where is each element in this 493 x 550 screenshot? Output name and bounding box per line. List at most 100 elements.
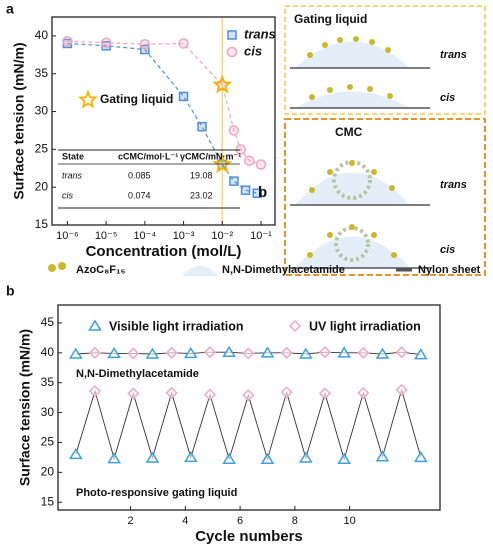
legend-marker [227,30,237,40]
x-tick-label: 10⁻⁵ [95,230,118,242]
data-point [183,450,198,463]
x-axis-label: Cycle numbers [195,528,303,545]
x-tick-label: 10⁻⁶ [56,230,79,242]
table-cell: cis [62,190,73,200]
data-point [318,346,332,359]
fit-curve [67,42,258,194]
legend-marker [78,89,98,109]
data-point [107,452,121,464]
gating-box [284,5,486,115]
table-cell: 23.02 [190,190,213,200]
table-cell: 19.08 [190,170,213,180]
legend-marker [88,319,102,331]
data-point [165,346,178,359]
data-point [229,176,239,186]
data-point [68,347,83,359]
x-tick-label: 8 [292,515,298,527]
y-axis-label: Surface tension (mN/m) [17,329,33,486]
data-point [395,383,408,396]
x-tick-label: 10⁻¹ [250,230,272,242]
data-point [260,346,275,358]
state-label: trans [440,179,467,191]
legend-label: Visible light irradiation [109,319,244,333]
y-tick-label: 30 [41,405,55,419]
table-header: γCMC/mN·m⁻¹ [180,151,241,161]
data-point [242,389,255,402]
cmc-box [284,118,486,276]
data-point [139,38,151,50]
data-point [395,346,408,359]
table-cell: trans [62,170,83,180]
data-point [298,347,313,359]
x-tick-label: 10⁻³ [173,230,195,242]
data-point [178,38,189,49]
data-point [183,346,198,359]
y-axis-label: Surface tension (mN/m) [11,42,27,199]
legend-marker [226,46,238,58]
data-point [62,35,73,47]
data-point [298,451,313,463]
group-label: Photo-responsive gating liquid [76,487,237,499]
data-point [228,125,240,136]
legend-label: trans [244,26,276,41]
y-tick-label: 40 [41,345,55,359]
data-point [145,347,160,359]
data-point [240,185,251,195]
data-point [68,447,83,460]
data-point [235,144,247,155]
table-cell: 0.085 [128,170,151,180]
data-point [318,387,332,400]
x-tick-label: 6 [237,515,243,527]
legend-label: UV light irradiation [309,319,421,333]
data-point [197,121,207,132]
data-point [413,348,428,360]
data-point [244,155,255,166]
data-point [280,346,293,359]
x-tick-label: 10⁻⁴ [133,230,156,242]
plot-frame [57,304,441,511]
data-point [100,37,112,48]
legend-label: N,N-Dimethylacetamide [222,264,345,276]
data-point [280,386,293,399]
bottom-legend: AzoC₈F₁₅ N,N-Dimethylacetamide Nylon she… [48,262,481,276]
annotation: b [258,184,267,201]
data-point [140,44,150,55]
data-point [260,452,275,464]
y-tick-label: 40 [35,28,49,42]
plot-frame [51,16,276,226]
fit-curve [67,40,262,166]
legend-label: Gating liquid [100,92,173,106]
schematic-title: Gating liquid [294,12,367,26]
data-point [252,188,262,198]
y-tick-label: 15 [35,217,49,231]
legend-label: AzoC₈F₁₅ [76,264,126,276]
data-point [357,346,370,359]
legend-marker [288,319,302,333]
x-tick-label: 2 [128,515,134,527]
highlight-star [212,154,233,173]
y-tick-label: 45 [41,315,55,329]
panel-label: b [6,283,15,299]
data-point [127,347,140,360]
data-point [413,450,428,463]
data-point [357,386,370,399]
y-tick-label: 20 [41,465,55,479]
state-label: trans [440,49,467,61]
y-tick-label: 35 [41,375,55,389]
data-point [203,388,217,401]
x-tick-label: 4 [182,515,188,527]
table-cell: 0.074 [128,190,151,200]
legend-label: cis [244,43,262,58]
data-point [203,346,217,359]
y-tick-label: 25 [35,142,49,156]
y-tick-label: 15 [41,494,55,508]
data-point [337,346,351,358]
data-point [145,451,160,463]
data-point [375,347,390,359]
table-header: State [62,151,84,161]
data-point [337,452,351,464]
data-point [242,347,255,360]
schematic-drawings [290,36,430,269]
data-point [178,91,189,102]
